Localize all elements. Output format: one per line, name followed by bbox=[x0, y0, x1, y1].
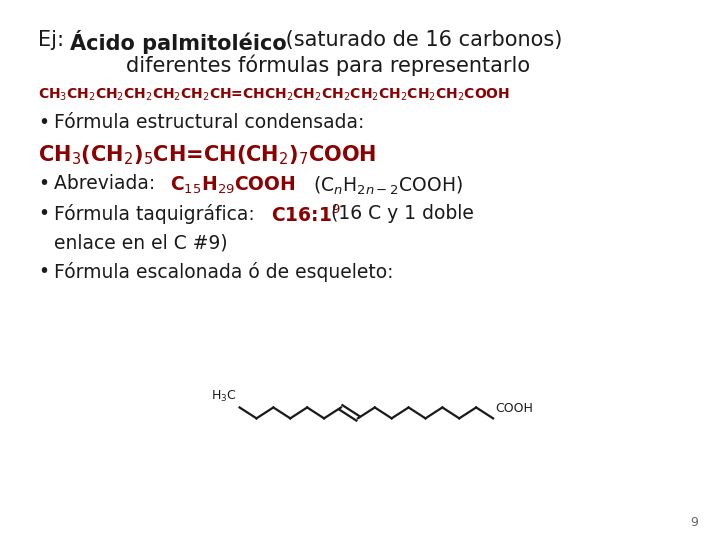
Text: C$_{15}$H$_{29}$COOH: C$_{15}$H$_{29}$COOH bbox=[170, 174, 296, 195]
Text: Ácido palmitoléico: Ácido palmitoléico bbox=[70, 30, 287, 53]
Text: Fórmula escalonada ó de esqueleto:: Fórmula escalonada ó de esqueleto: bbox=[54, 262, 394, 282]
Text: CH$_3$CH$_2$CH$_2$CH$_2$CH$_2$CH$_2$CH=CHCH$_2$CH$_2$CH$_2$CH$_2$CH$_2$CH$_2$CH$: CH$_3$CH$_2$CH$_2$CH$_2$CH$_2$CH$_2$CH=C… bbox=[38, 86, 510, 103]
Text: •: • bbox=[38, 204, 49, 223]
Text: Abreviada:: Abreviada: bbox=[54, 174, 161, 193]
Text: C16:1$^9$: C16:1$^9$ bbox=[271, 204, 341, 226]
Text: Fórmula taquigráfica:: Fórmula taquigráfica: bbox=[54, 204, 261, 224]
Text: •: • bbox=[38, 113, 49, 132]
Text: (C$_n$H$_{2n-2}$COOH): (C$_n$H$_{2n-2}$COOH) bbox=[313, 174, 463, 197]
Text: (saturado de 16 carbonos): (saturado de 16 carbonos) bbox=[279, 30, 563, 50]
Text: enlace en el C #9): enlace en el C #9) bbox=[54, 234, 228, 253]
Text: 9: 9 bbox=[690, 516, 698, 529]
Text: (16 C y 1 doble: (16 C y 1 doble bbox=[331, 204, 474, 223]
Text: CH$_3$(CH$_2$)$_5$CH=CH(CH$_2$)$_7$COOH: CH$_3$(CH$_2$)$_5$CH=CH(CH$_2$)$_7$COOH bbox=[38, 143, 377, 167]
Text: diferentes fórmulas para representarlo: diferentes fórmulas para representarlo bbox=[126, 54, 530, 76]
Text: •: • bbox=[38, 174, 49, 193]
Text: H$_3$C: H$_3$C bbox=[211, 388, 236, 403]
Text: Ej:: Ej: bbox=[38, 30, 71, 50]
Text: COOH: COOH bbox=[495, 402, 534, 415]
Text: •: • bbox=[38, 262, 49, 281]
Text: Fórmula estructural condensada:: Fórmula estructural condensada: bbox=[54, 113, 364, 132]
